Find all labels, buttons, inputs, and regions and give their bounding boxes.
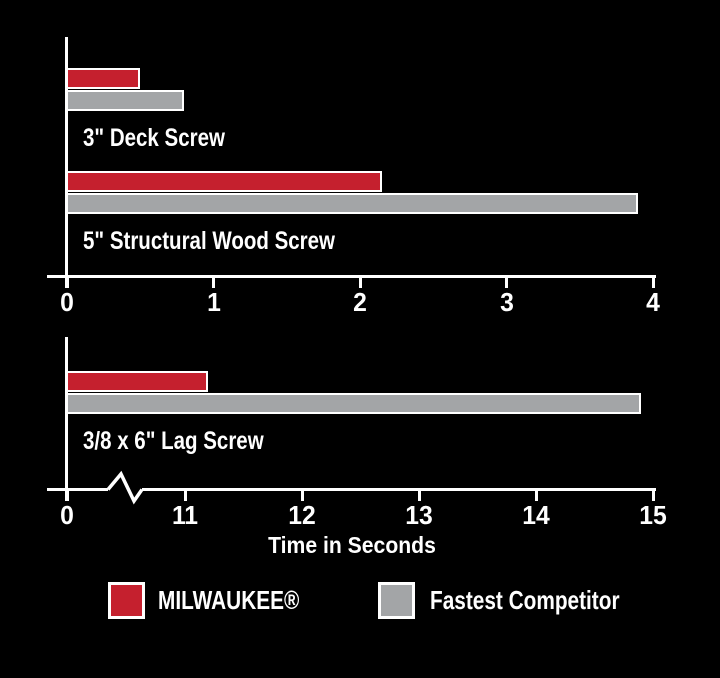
axis-tick bbox=[300, 491, 304, 501]
tick-label: 13 bbox=[405, 500, 433, 530]
bar-milwaukee bbox=[66, 371, 209, 392]
y-axis-line bbox=[65, 37, 68, 288]
axis-tick bbox=[358, 278, 362, 288]
axis-tick bbox=[212, 278, 215, 288]
bar-milwaukee bbox=[66, 68, 141, 89]
legend-swatch-competitor bbox=[378, 582, 415, 619]
bar-competitor bbox=[66, 193, 639, 214]
legend-label-milwaukee: MILWAUKEE® bbox=[158, 585, 300, 615]
axis-tick bbox=[651, 491, 655, 501]
legend-label-competitor: Fastest Competitor bbox=[430, 585, 620, 615]
legend-swatch-milwaukee bbox=[108, 582, 145, 619]
x-axis-line bbox=[142, 488, 656, 491]
axis-tick bbox=[651, 278, 655, 288]
bar-milwaukee bbox=[66, 171, 382, 192]
tick-label: 12 bbox=[288, 500, 316, 530]
tick-label: 0 bbox=[60, 500, 74, 530]
tick-label: 2 bbox=[353, 287, 367, 317]
tick-label: 11 bbox=[171, 500, 199, 530]
axis-tick bbox=[65, 278, 69, 288]
tick-label: 15 bbox=[639, 500, 667, 530]
tick-label: 14 bbox=[522, 500, 550, 530]
x-axis-title: Time in Seconds bbox=[268, 532, 436, 558]
axis-tick bbox=[534, 491, 538, 501]
axis-tick bbox=[505, 278, 508, 288]
tick-label: 0 bbox=[60, 287, 74, 317]
axis-tick bbox=[65, 491, 69, 501]
x-axis-line bbox=[47, 275, 656, 278]
axis-tick bbox=[417, 491, 421, 501]
category-label: 3" Deck Screw bbox=[83, 124, 225, 152]
y-axis-line bbox=[65, 337, 68, 501]
category-label: 5" Structural Wood Screw bbox=[83, 227, 335, 255]
tick-label: 4 bbox=[646, 287, 660, 317]
bar-competitor bbox=[66, 90, 185, 111]
category-label: 3/8 x 6" Lag Screw bbox=[83, 427, 264, 455]
tick-label: 3 bbox=[499, 287, 514, 317]
x-axis-line bbox=[47, 488, 108, 491]
axis-tick bbox=[183, 491, 187, 501]
tick-label: 1 bbox=[206, 287, 221, 317]
bar-competitor bbox=[66, 393, 642, 414]
